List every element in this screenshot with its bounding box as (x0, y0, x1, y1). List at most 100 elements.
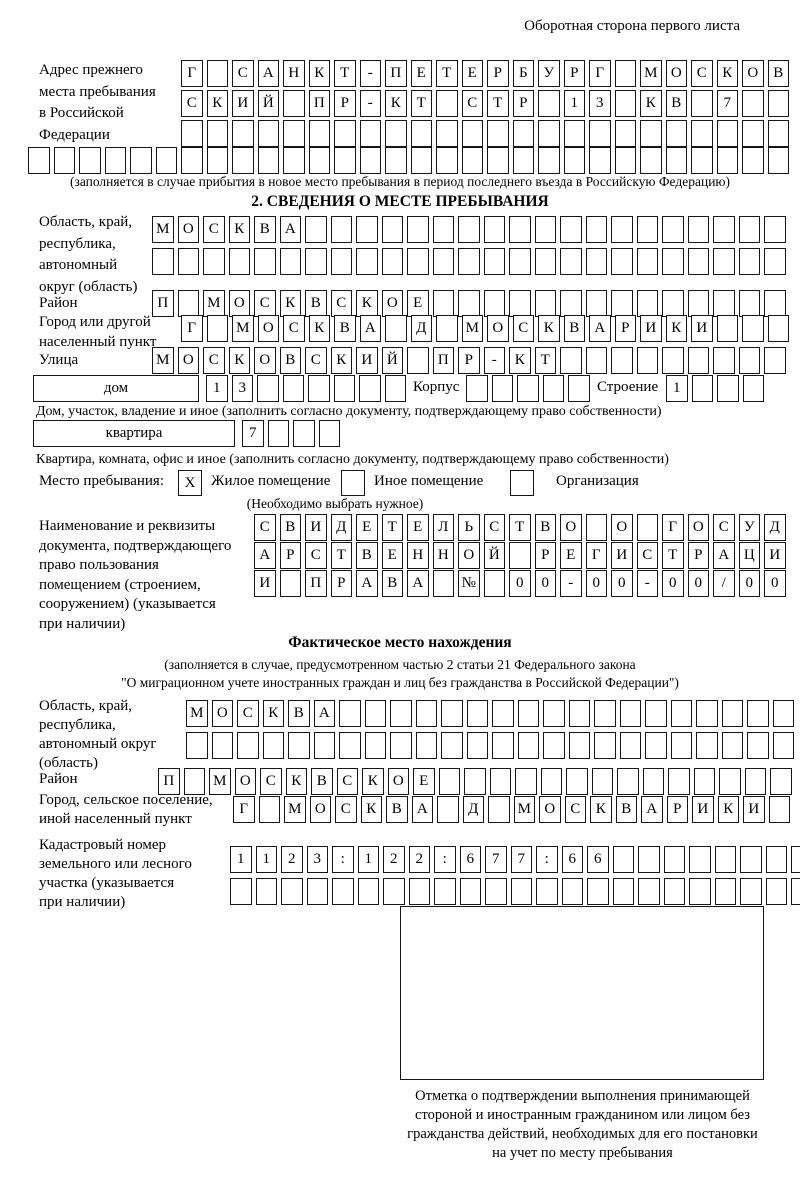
char-cell[interactable] (738, 248, 760, 275)
char-cell[interactable] (642, 768, 664, 795)
char-cell[interactable] (668, 768, 690, 795)
char-cell[interactable] (364, 732, 386, 759)
char-cell[interactable] (640, 120, 662, 147)
char-cell[interactable]: С (203, 216, 225, 243)
char-cell[interactable] (687, 216, 709, 243)
char-cell[interactable] (28, 147, 50, 174)
char-cell[interactable] (288, 732, 310, 759)
char-cell[interactable] (434, 878, 456, 905)
char-cell[interactable] (636, 216, 658, 243)
char-cell[interactable]: Й (257, 90, 279, 117)
char-cell[interactable] (492, 700, 514, 727)
char-cell[interactable] (721, 732, 743, 759)
char-cell[interactable]: Е (356, 514, 378, 541)
char-cell[interactable]: 7 (485, 846, 507, 873)
char-cell[interactable] (257, 120, 279, 147)
char-cell[interactable] (408, 878, 430, 905)
char-cell[interactable] (390, 700, 412, 727)
char-cell[interactable] (614, 60, 636, 87)
char-cell[interactable] (466, 700, 488, 727)
char-cell[interactable] (665, 120, 687, 147)
char-cell[interactable] (791, 846, 800, 873)
char-cell[interactable] (432, 248, 454, 275)
char-cell[interactable]: К (640, 90, 662, 117)
char-cell[interactable]: В (279, 347, 301, 374)
char-cell[interactable] (155, 147, 177, 174)
char-cell[interactable]: А (589, 315, 611, 342)
char-cell[interactable] (640, 147, 662, 174)
char-cell[interactable] (232, 120, 254, 147)
char-cell[interactable] (383, 878, 405, 905)
char-cell[interactable] (611, 248, 633, 275)
char-cell[interactable] (359, 375, 381, 402)
char-cell[interactable] (585, 514, 607, 541)
char-cell[interactable]: К (590, 796, 612, 823)
char-cell[interactable]: 0 (611, 570, 633, 597)
char-cell[interactable] (254, 248, 276, 275)
char-cell[interactable]: 0 (509, 570, 531, 597)
char-cell[interactable]: 0 (687, 570, 709, 597)
char-cell[interactable]: Е (410, 60, 432, 87)
char-cell[interactable] (364, 700, 386, 727)
char-cell[interactable] (517, 375, 539, 402)
char-cell[interactable]: К (279, 290, 301, 317)
char-cell[interactable] (636, 290, 658, 317)
char-cell[interactable]: Д (462, 796, 484, 823)
char-cell[interactable] (691, 375, 713, 402)
char-cell[interactable] (611, 216, 633, 243)
char-cell[interactable] (543, 700, 565, 727)
char-cell[interactable]: С (336, 768, 358, 795)
char-cell[interactable]: С (260, 768, 282, 795)
char-cell[interactable]: Т (381, 514, 403, 541)
char-cell[interactable] (279, 248, 301, 275)
char-cell[interactable] (509, 290, 531, 317)
char-cell[interactable]: К (356, 290, 378, 317)
char-cell[interactable] (509, 216, 531, 243)
char-cell[interactable] (407, 248, 429, 275)
char-cell[interactable]: Г (585, 542, 607, 569)
char-cell[interactable] (687, 290, 709, 317)
char-cell[interactable] (333, 375, 355, 402)
char-cell[interactable] (585, 216, 607, 243)
char-cell[interactable]: Е (407, 514, 429, 541)
char-cell[interactable]: Д (330, 514, 352, 541)
char-cell[interactable] (330, 248, 352, 275)
char-cell[interactable] (357, 878, 379, 905)
char-cell[interactable] (568, 375, 590, 402)
char-cell[interactable] (436, 147, 458, 174)
char-cell[interactable]: / (713, 570, 735, 597)
char-cell[interactable] (619, 732, 641, 759)
char-cell[interactable]: К (228, 216, 250, 243)
char-cell[interactable] (687, 248, 709, 275)
char-cell[interactable]: О (381, 290, 403, 317)
checkbox-residential[interactable]: X (178, 470, 202, 496)
char-cell[interactable] (560, 290, 582, 317)
char-cell[interactable]: С (483, 514, 505, 541)
char-cell[interactable] (206, 315, 228, 342)
char-cell[interactable] (767, 90, 789, 117)
char-cell[interactable]: С (237, 700, 259, 727)
char-cell[interactable] (104, 147, 126, 174)
char-cell[interactable]: С (636, 542, 658, 569)
char-cell[interactable]: - (636, 570, 658, 597)
char-cell[interactable] (232, 147, 254, 174)
char-cell[interactable]: С (713, 514, 735, 541)
char-cell[interactable] (206, 147, 228, 174)
char-cell[interactable] (591, 768, 613, 795)
char-cell[interactable]: В (279, 514, 301, 541)
char-cell[interactable] (561, 878, 583, 905)
char-cell[interactable] (636, 514, 658, 541)
char-cell[interactable] (738, 347, 760, 374)
char-cell[interactable]: С (283, 315, 305, 342)
char-cell[interactable] (716, 147, 738, 174)
char-cell[interactable]: И (764, 542, 786, 569)
char-cell[interactable] (611, 290, 633, 317)
char-cell[interactable] (461, 120, 483, 147)
char-cell[interactable] (517, 732, 539, 759)
char-cell[interactable] (772, 700, 794, 727)
char-cell[interactable] (438, 768, 460, 795)
char-cell[interactable]: С (305, 542, 327, 569)
char-cell[interactable] (772, 732, 794, 759)
char-cell[interactable] (334, 120, 356, 147)
char-cell[interactable] (585, 248, 607, 275)
